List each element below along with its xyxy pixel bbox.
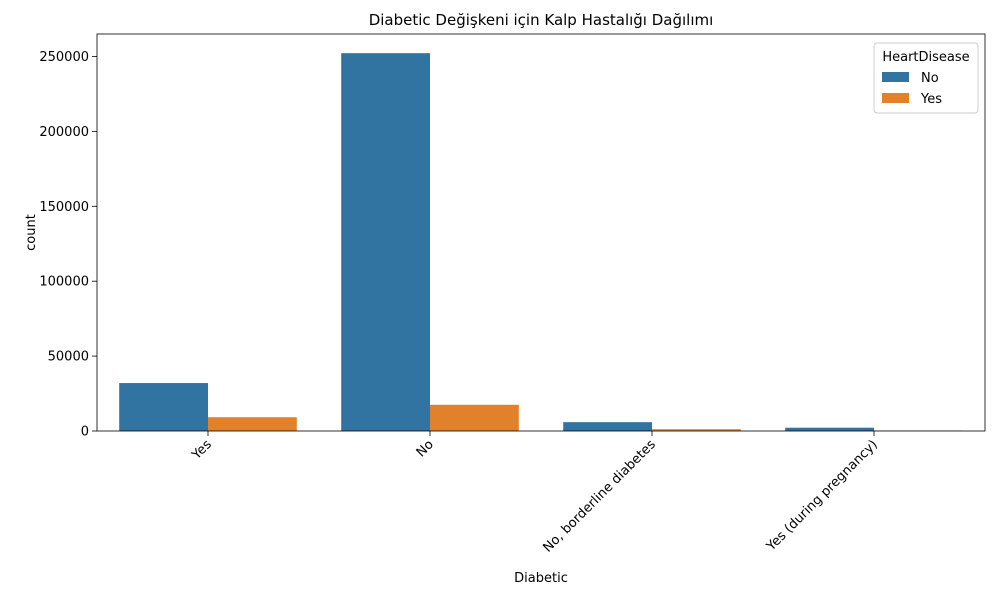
y-tick-label: 250000: [39, 50, 89, 65]
y-tick-label: 50000: [48, 350, 89, 365]
bar-no-3: [785, 427, 874, 431]
y-tick-label: 0: [81, 425, 89, 440]
chart-title: Diabetic Değişkeni için Kalp Hastalığı D…: [369, 11, 714, 29]
plot-frame: [96, 33, 986, 432]
x-tick-label: Yes: [189, 437, 215, 463]
y-tick-label: 150000: [39, 200, 89, 215]
bar-yes-0: [208, 417, 297, 431]
bar-no-0: [119, 383, 208, 431]
legend-title: HeartDisease: [882, 50, 969, 65]
y-tick-label: 200000: [39, 125, 89, 140]
y-axis-title: count: [24, 214, 39, 251]
bar-yes-2: [652, 429, 741, 431]
bar-no-1: [341, 53, 430, 432]
legend: HeartDisease No Yes: [873, 42, 979, 114]
legend-swatch-no: [882, 72, 909, 82]
bar-no-2: [563, 422, 652, 431]
y-tick-label: 100000: [39, 275, 89, 290]
x-tick-label: No, borderline diabetes: [540, 437, 659, 556]
legend-swatch-yes: [882, 93, 909, 103]
plot-area: 0 50000 100000 150000 200000 250000 Yes No No, b…: [39, 33, 986, 556]
x-axis-title: Diabetic: [514, 571, 568, 586]
legend-label-no: No: [921, 71, 939, 86]
x-tick-label: Yes (during pregnancy): [763, 437, 881, 555]
bar-yes-1: [430, 404, 519, 431]
x-tick-label: No: [414, 437, 437, 460]
legend-label-yes: Yes: [920, 92, 942, 107]
